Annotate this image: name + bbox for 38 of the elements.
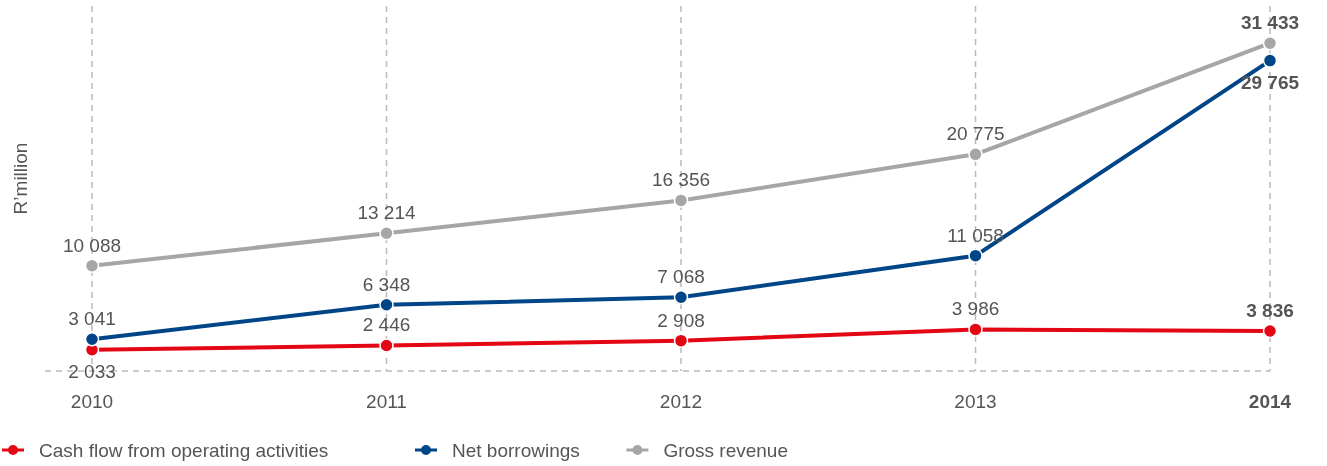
data-label: 2 033: [68, 360, 116, 382]
legend-label: Gross revenue: [663, 440, 789, 461]
point: [379, 225, 394, 241]
data-label: 13 214: [357, 202, 416, 224]
data-label: 29 765: [1240, 71, 1300, 93]
point: [1262, 53, 1278, 68]
data-label: 3 041: [68, 308, 116, 330]
point: [84, 258, 100, 274]
data-label: 7 068: [657, 266, 705, 288]
point: [968, 322, 983, 337]
x-tick-label: 2011: [366, 391, 407, 412]
data-label: 10 088: [62, 234, 122, 256]
point: [673, 333, 689, 348]
data-label: 16 356: [651, 169, 711, 191]
x-tick-label: 2010: [70, 391, 114, 412]
data-label: 11 058: [947, 224, 1004, 246]
legend-label: Cash flow from operating activities: [39, 440, 329, 461]
data-label: 6 348: [362, 273, 411, 295]
y-axis-title: R’million: [10, 142, 31, 215]
point: [968, 147, 983, 162]
data-label: 3 836: [1246, 300, 1294, 321]
point: [673, 193, 689, 208]
point: [1262, 323, 1278, 339]
point: [379, 297, 394, 313]
legend-label: Net borrowings: [452, 440, 580, 461]
point: [673, 290, 689, 305]
data-label: 20 775: [946, 123, 1005, 145]
point: [968, 248, 983, 263]
point: [84, 332, 100, 347]
x-tick-label: 2013: [954, 391, 997, 412]
data-label: 2 908: [657, 309, 705, 331]
point: [379, 338, 394, 353]
x-tick-label: 2014: [1248, 391, 1292, 412]
data-label: 3 986: [951, 298, 1000, 320]
data-label: 31 433: [1240, 12, 1300, 34]
point: [1262, 35, 1278, 51]
x-tick-label: 2012: [659, 391, 703, 412]
data-label: 2 446: [362, 314, 411, 336]
